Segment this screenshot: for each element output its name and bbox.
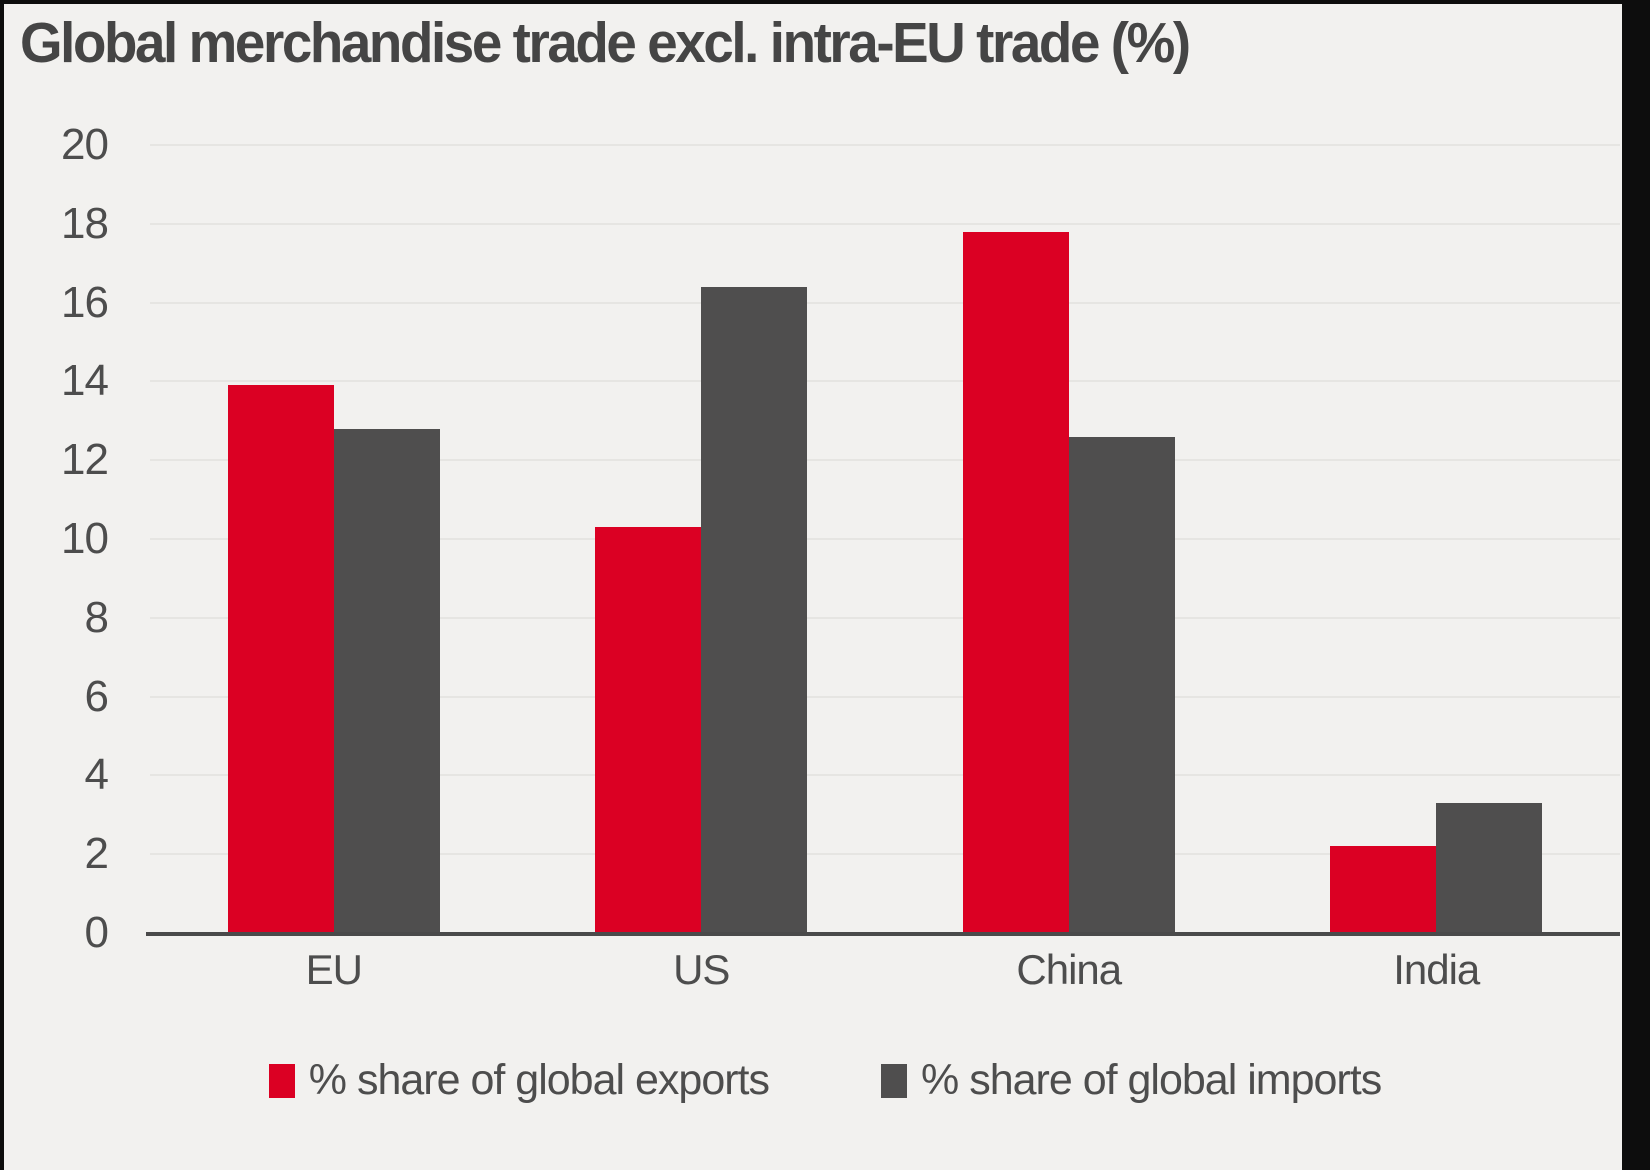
legend-item-exports: % share of global exports	[268, 1056, 770, 1105]
bar-group-india	[1253, 802, 1621, 933]
y-tick-label-12: 12	[61, 435, 109, 485]
frame-edge-top	[0, 0, 1650, 4]
plot-area	[146, 144, 1621, 936]
bar-imports-china	[1068, 436, 1175, 933]
x-tick-label-us: US	[673, 946, 730, 993]
gridline-12	[150, 459, 1620, 462]
gridline-14	[150, 380, 1620, 383]
y-tick-label-6: 6	[84, 671, 109, 721]
bar-group-china	[885, 231, 1253, 933]
frame-edge-left	[0, 0, 4, 1170]
x-tick-label-eu: EU	[305, 946, 363, 993]
legend-swatch-icon-exports	[268, 1063, 295, 1098]
y-tick-label-4: 4	[84, 750, 109, 800]
y-tick-label-18: 18	[61, 198, 109, 248]
legend: % share of global exports % share of glob…	[0, 1056, 1650, 1105]
gridline-6	[150, 695, 1620, 698]
legend-label-imports: % share of global imports	[921, 1056, 1382, 1104]
legend-label-exports: % share of global exports	[308, 1056, 770, 1104]
bar-imports-eu	[333, 428, 440, 933]
y-tick-label-0: 0	[84, 908, 109, 957]
bar-exports-eu	[227, 385, 334, 933]
legend-swatch-icon-imports	[881, 1063, 908, 1098]
legend-item-imports: % share of global imports	[881, 1056, 1382, 1105]
gridline-2	[150, 853, 1620, 856]
x-axis-labels: EU US China India	[150, 946, 1620, 994]
y-tick-label-14: 14	[61, 356, 109, 406]
y-tick-label-16: 16	[61, 277, 109, 327]
bar-group-eu	[150, 385, 518, 933]
y-tick-label-10: 10	[61, 514, 109, 563]
y-tick-label-2: 2	[84, 829, 109, 879]
gridline-20	[150, 144, 1620, 146]
gridline-4	[150, 774, 1620, 777]
frame-edge-right	[1622, 0, 1650, 1170]
y-tick-label-8: 8	[84, 592, 109, 642]
bar-group-us	[518, 286, 886, 933]
y-tick-label-20: 20	[61, 120, 109, 169]
bar-imports-india	[1436, 802, 1543, 933]
bar-exports-india	[1330, 846, 1437, 933]
gridline-10	[150, 538, 1620, 540]
gridline-8	[150, 616, 1620, 619]
x-tick-label-india: India	[1393, 946, 1480, 993]
chart-title: Global merchandise trade excl. intra-EU …	[20, 11, 1191, 75]
x-tick-label-china: China	[1016, 946, 1122, 993]
bar-exports-china	[962, 231, 1069, 933]
gridline-16	[150, 301, 1620, 304]
x-axis-line	[146, 932, 1620, 936]
gridline-18	[150, 222, 1620, 225]
bar-exports-us	[595, 527, 702, 933]
bar-imports-us	[701, 286, 808, 933]
